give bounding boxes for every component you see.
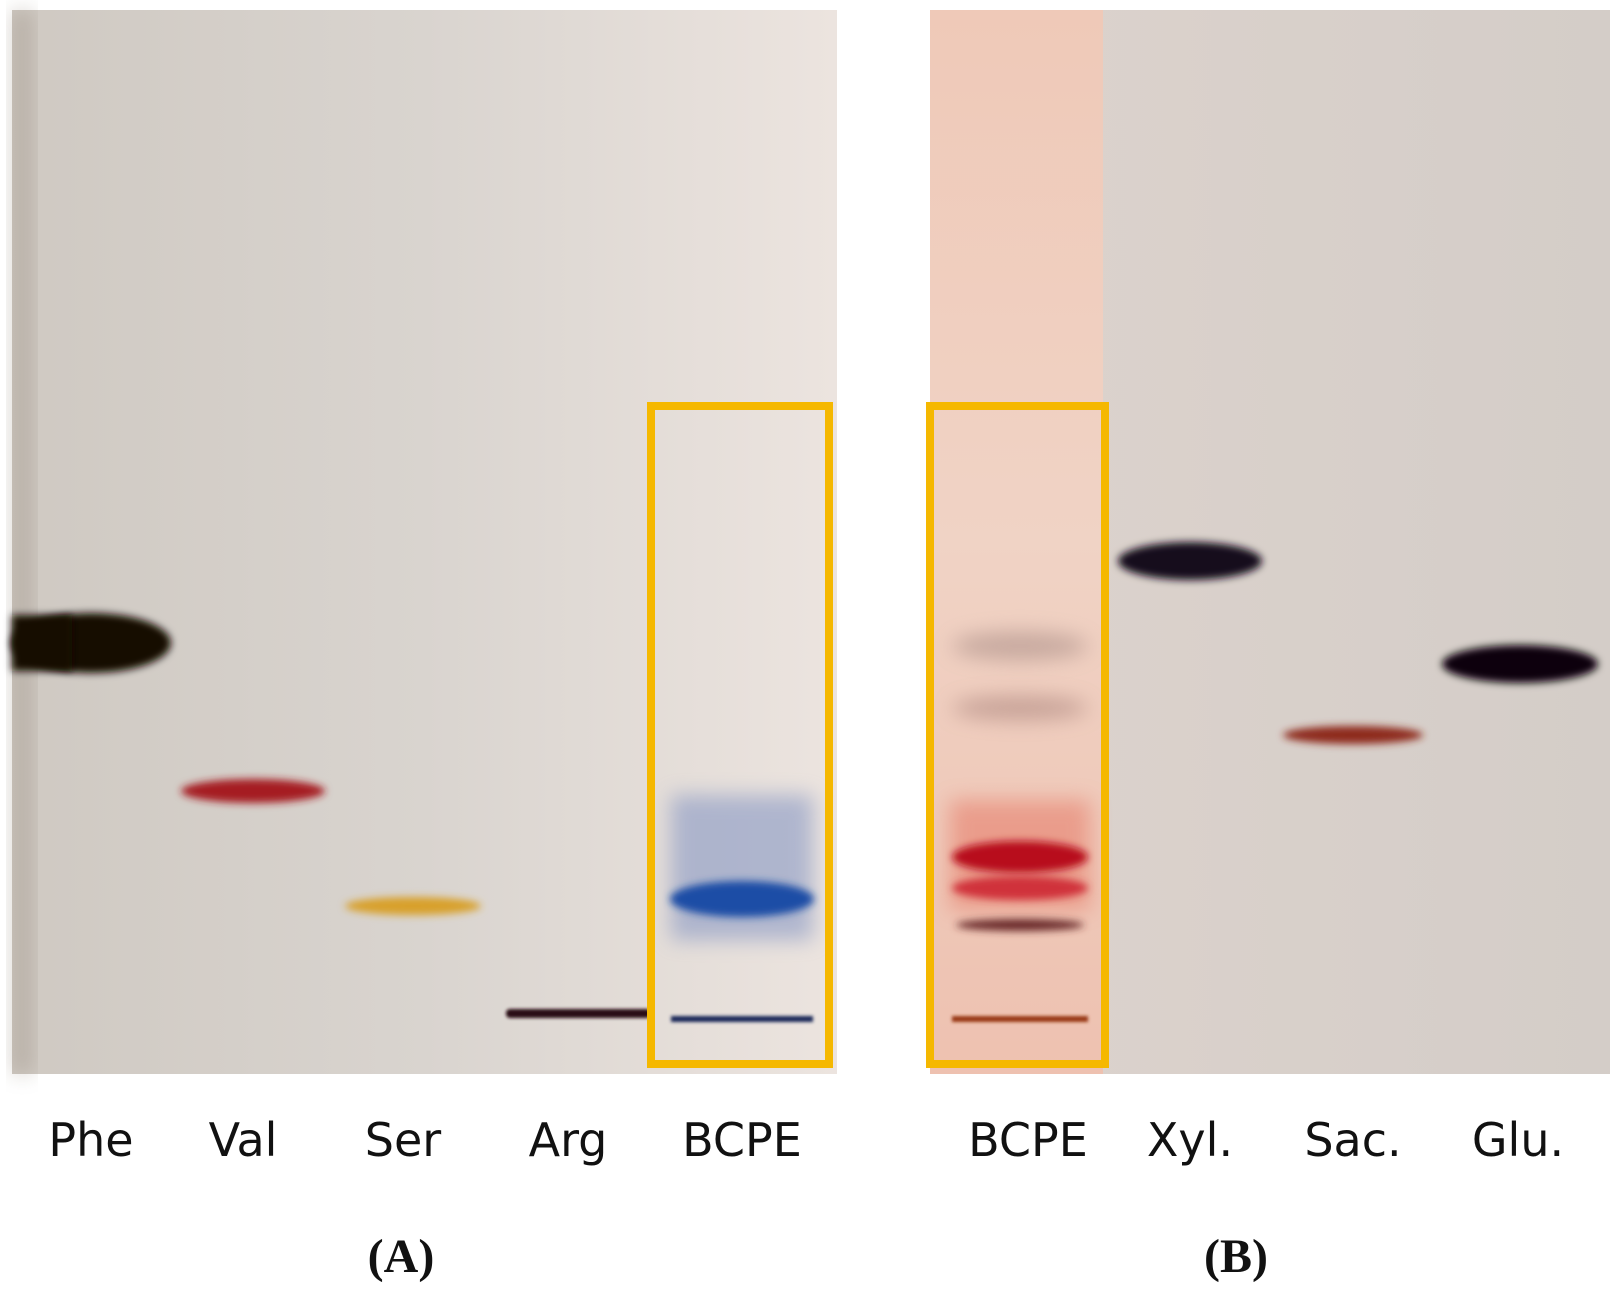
lane-label: BCPE	[682, 1113, 802, 1167]
lane-label: Glu.	[1472, 1113, 1564, 1167]
panel-a-plate	[11, 10, 837, 1074]
panel-label: (B)	[1204, 1230, 1268, 1283]
panel-b-plate	[926, 10, 1610, 1074]
lane-label: Val	[209, 1113, 278, 1167]
lane-label: Xyl.	[1147, 1113, 1233, 1167]
lane-label: BCPE	[968, 1113, 1088, 1167]
lane-label: Phe	[48, 1113, 133, 1167]
lane-label: Arg	[529, 1113, 608, 1167]
labels: Phe Val Ser Arg BCPE (A) BCPE Xyl. Sac. Glu. (B)	[48, 1113, 1564, 1283]
panel-label: (A)	[368, 1230, 435, 1283]
lane-label: Sac.	[1304, 1113, 1401, 1167]
lane-label: Ser	[365, 1113, 442, 1167]
